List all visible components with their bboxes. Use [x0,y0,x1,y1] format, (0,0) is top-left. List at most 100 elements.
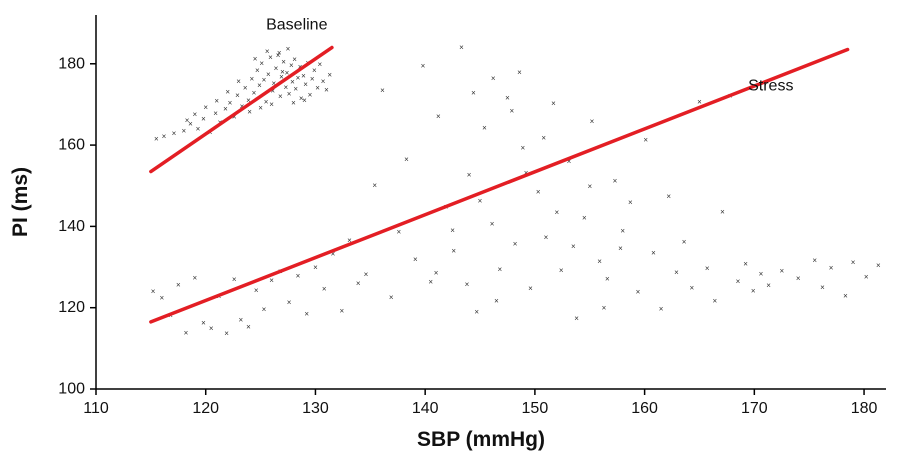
stress-point: × [192,274,197,283]
stress-point: × [331,250,336,259]
baseline-point: × [315,84,320,93]
stress-point: × [743,259,748,268]
baseline-point: × [257,81,262,90]
baseline-point: × [214,97,219,106]
stress-point: × [613,176,618,185]
baseline-point: × [292,55,297,64]
baseline-point: × [281,57,286,66]
stress-point: × [876,261,881,270]
baseline-point: × [232,113,237,122]
stress-point: × [347,236,352,245]
stress-point: × [554,208,559,217]
baseline-point: × [172,129,177,138]
baseline-annotation: Baseline [266,17,327,34]
baseline-point: × [181,126,186,135]
stress-point: × [536,187,541,196]
stress-point: × [364,270,369,279]
stress-point: × [413,255,418,264]
stress-point: × [736,277,741,286]
baseline-point: × [324,85,329,94]
baseline-regression-line [149,45,334,174]
stress-point: × [820,283,825,292]
stress-point: × [428,278,433,287]
baseline-point: × [265,47,270,56]
baseline-point: × [247,107,252,116]
stress-point: × [389,293,394,302]
baseline-point: × [236,77,241,86]
stress-point: × [628,198,633,207]
baseline-point: × [280,67,285,76]
baseline-point: × [289,61,294,70]
baseline-point: × [310,74,315,83]
stress-point: × [494,296,499,305]
baseline-point: × [285,69,290,78]
stress-point: × [459,43,464,52]
stress-point: × [541,134,546,143]
stress-point: × [474,308,479,317]
stress-point: × [356,279,361,288]
stress-point: × [618,244,623,253]
stress-point: × [482,124,487,133]
x-axis-title: SBP (mmHg) [417,428,545,451]
stress-point: × [322,285,327,294]
baseline-point: × [327,71,332,80]
stress-point: × [666,192,671,201]
stress-point: × [766,281,771,290]
baseline-point: × [274,64,279,73]
stress-point: × [712,297,717,306]
stress-point: × [304,309,309,318]
stress-point: × [451,247,456,256]
baseline-point: × [312,66,317,75]
stress-point: × [567,157,572,166]
baseline-point: × [308,91,313,100]
y-tick-label: 160 [58,137,85,154]
stress-point: × [269,276,274,285]
stress-point: × [513,239,518,248]
baseline-point: × [279,72,284,81]
baseline-point: × [276,51,281,60]
stress-point: × [467,171,472,180]
stress-point: × [232,275,237,284]
stress-point: × [238,315,243,324]
baseline-point: × [270,87,275,96]
baseline-point: × [240,102,245,111]
stress-point: × [659,304,664,313]
baseline-point: × [188,119,193,128]
baseline-point: × [269,100,274,109]
stress-point: × [404,155,409,164]
baseline-point: × [293,85,298,94]
stress-point: × [465,280,470,289]
baseline-point: × [278,92,283,101]
baseline-point: × [162,132,167,141]
stress-point: × [582,213,587,222]
x-tick-label: 170 [741,400,768,417]
stress-regression-line [149,47,850,324]
stress-point: × [313,263,318,272]
stress-point: × [201,319,206,328]
baseline-point: × [271,79,276,88]
baseline-point: × [196,124,201,133]
baseline-point: × [291,98,296,107]
stress-point: × [262,305,267,314]
stress-point: × [643,135,648,144]
stress-point: × [478,196,483,205]
baseline-point: × [321,77,326,86]
baseline-point: × [201,115,206,124]
baseline-point: × [252,89,257,98]
baseline-point: × [228,99,233,108]
stress-point: × [705,264,710,273]
stress-point: × [759,270,764,279]
stress-point: × [674,268,679,277]
x-tick-label: 140 [412,400,439,417]
baseline-point: × [287,89,292,98]
baseline-point: × [286,45,291,54]
baseline-point: × [185,116,190,125]
baseline-point: × [290,78,295,87]
stress-point: × [812,256,817,265]
stress-point: × [697,98,702,107]
baseline-point: × [301,72,306,81]
stress-point: × [471,89,476,98]
baseline-point: × [299,94,304,103]
